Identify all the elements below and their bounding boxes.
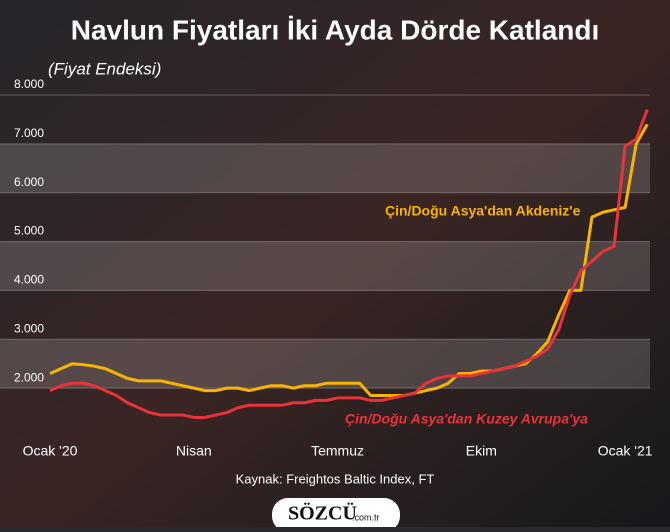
- y-tick-label: 8.000: [14, 77, 44, 91]
- logo-box: [272, 498, 400, 532]
- source: Kaynak: Freightos Baltic Index, FT: [236, 471, 435, 486]
- band: [0, 143, 650, 193]
- band: [0, 241, 650, 291]
- series-line: [49, 109, 649, 419]
- y-tick-label: 6.000: [14, 175, 44, 189]
- y-tick-label: 2.000: [14, 370, 44, 384]
- y-tick-label: 7.000: [14, 126, 44, 140]
- x-tick-label: Ocak '20: [23, 443, 78, 459]
- x-tick-label: Ocak '21: [598, 443, 653, 459]
- x-tick-label: Ekim: [466, 443, 497, 459]
- band: [0, 339, 650, 389]
- x-tick-label: Temmuz: [311, 443, 364, 459]
- y-tick-label: 4.000: [14, 273, 44, 287]
- chart-title: Navlun Fiyatları İki Ayda Dörde Katlandı: [71, 14, 600, 45]
- series-line: [49, 123, 649, 397]
- chart-subtitle: (Fiyat Endeksi): [48, 59, 161, 78]
- y-tick-label: 3.000: [14, 321, 44, 335]
- x-tick-label: Nisan: [176, 443, 212, 459]
- y-tick-label: 5.000: [14, 224, 44, 238]
- plot: 2.000 3.000 4.000 5.000 6.000 7.000 8.000 Ocak …: [0, 77, 653, 459]
- series-label: Çin/Doğu Asya'dan Akdeniz'e: [385, 203, 581, 219]
- series-label: Çin/Doğu Asya'dan Kuzey Avrupa'ya: [345, 411, 588, 427]
- logo-domain: .com.tr: [352, 512, 380, 522]
- logo: SÖZCÜ: [288, 502, 357, 525]
